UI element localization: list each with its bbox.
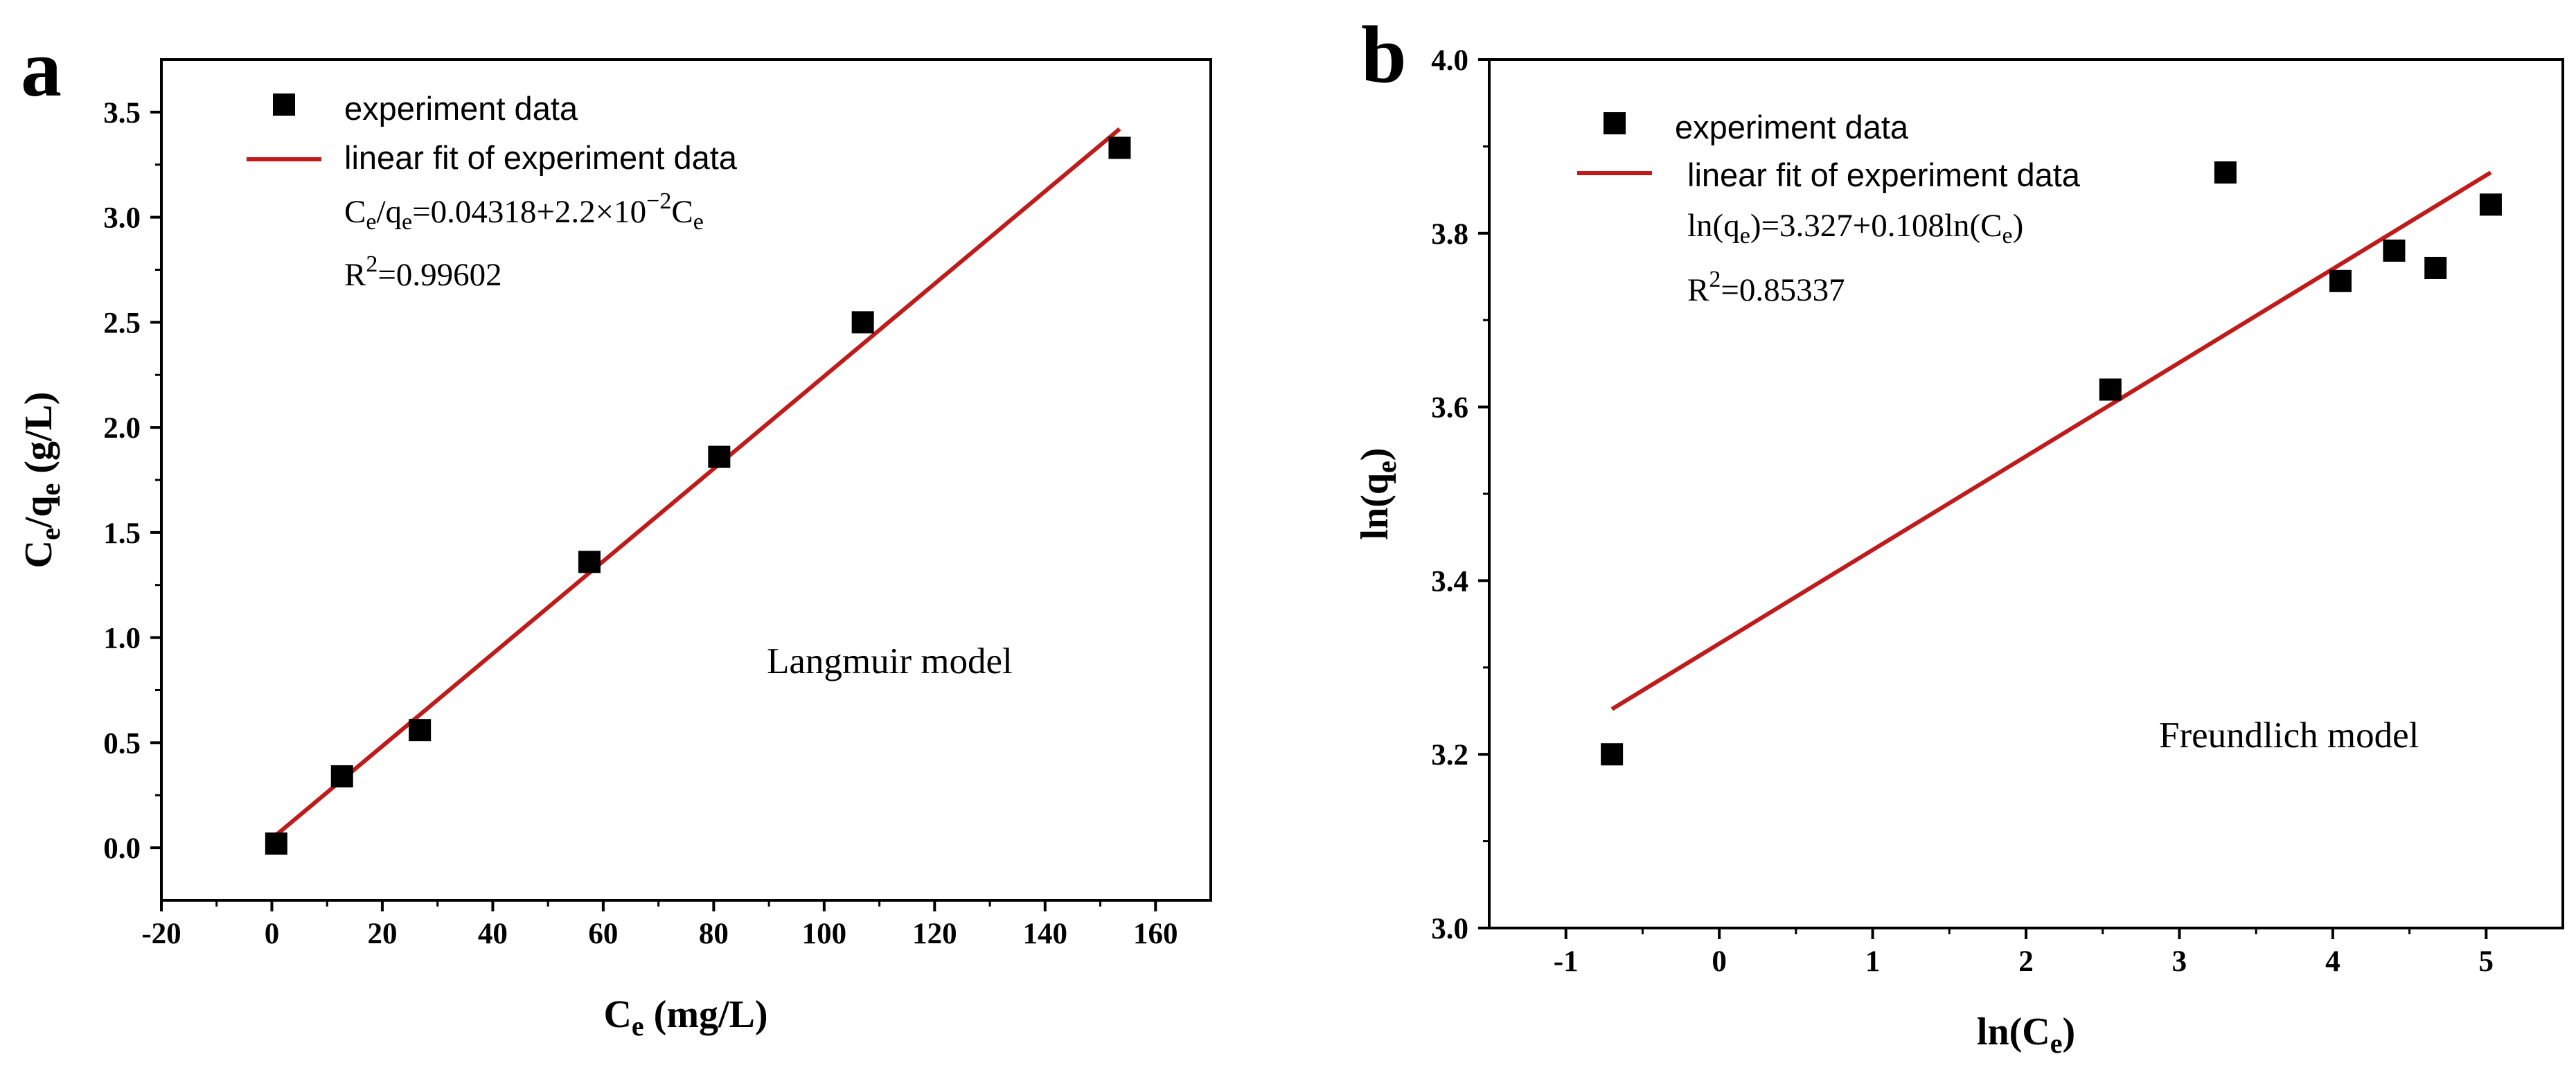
y-tick-label: 2.0 — [103, 412, 141, 445]
panel-a-y-tick-labels: 0.0 0.5 1.0 1.5 2.0 2.5 3.0 3.5 — [103, 97, 141, 865]
panel-a-model-annotation: Langmuir model — [767, 641, 1013, 681]
panel-a-ticks — [150, 110, 1157, 911]
data-point — [330, 765, 353, 787]
data-point — [2479, 193, 2502, 216]
x-tick-label: -20 — [141, 918, 181, 950]
data-point — [578, 551, 601, 573]
panel-a-legend-line-label: linear fit of experiment data — [344, 139, 738, 176]
panel-b-freundlich-chart: b -1 0 1 2 3 4 5 3.0 3.2 3.4 3.6 3.8 4.0 experiment… — [1353, 9, 2564, 1059]
y-tick-label: 3.0 — [1431, 913, 1468, 945]
y-tick-label: 3.5 — [103, 97, 141, 130]
x-tick-label: 4 — [2325, 945, 2340, 978]
x-tick-label: 140 — [1023, 918, 1068, 950]
y-tick-label: 3.8 — [1431, 218, 1468, 251]
x-tick-label: 5 — [2479, 945, 2494, 978]
x-tick-label: 0 — [1712, 945, 1727, 978]
y-tick-label: 3.4 — [1431, 565, 1468, 598]
y-tick-label: 4.0 — [1431, 44, 1468, 77]
data-point — [2214, 161, 2237, 184]
data-point — [851, 311, 874, 334]
data-point — [1601, 743, 1624, 766]
x-tick-label: -1 — [1554, 945, 1579, 978]
x-tick-label: 20 — [367, 918, 397, 950]
x-tick-label: 2 — [2018, 945, 2034, 978]
panel-b-legend-marker-square — [1604, 112, 1626, 134]
panel-b-legend-line-label: linear fit of experiment data — [1687, 157, 2081, 193]
data-point — [265, 832, 287, 855]
panel-b-fit-line — [1610, 170, 2492, 711]
data-point — [1108, 136, 1131, 159]
panel-a-langmuir-chart: a -20 0 20 40 60 80 100 120 140 160 0.0 0.5 1.0 1.5 2… — [17, 23, 1212, 1042]
y-tick-label: 1.0 — [103, 623, 141, 655]
panel-a-legend-marker-square — [273, 93, 295, 116]
panel-a-fit-equation: Ce/qe=0.04318+2.2×10−2Ce — [344, 188, 704, 235]
panel-b-y-axis-title: ln(qe) — [1353, 448, 1402, 540]
y-tick-label: 0.5 — [103, 727, 141, 760]
panel-a-y-axis-title: Ce/qe (g/L) — [17, 392, 66, 569]
y-tick-label: 2.5 — [103, 307, 141, 339]
data-point — [2329, 269, 2352, 292]
y-tick-label: 3.0 — [103, 202, 141, 235]
panel-a-fit-line — [274, 127, 1121, 837]
panel-a-x-axis-title: Ce (mg/L) — [603, 993, 767, 1042]
x-tick-label: 160 — [1133, 918, 1178, 950]
x-tick-label: 60 — [588, 918, 618, 950]
panel-a-legend: experiment data linear fit of experiment… — [247, 90, 738, 176]
data-point — [2424, 256, 2447, 279]
x-tick-label: 100 — [802, 918, 847, 950]
x-tick-label: 0 — [265, 918, 280, 950]
x-tick-label: 40 — [478, 918, 508, 950]
data-point — [409, 719, 432, 742]
x-tick-label: 80 — [699, 918, 729, 950]
y-tick-label: 0.0 — [103, 832, 141, 865]
panel-a-x-tick-labels: -20 0 20 40 60 80 100 120 140 160 — [141, 918, 1178, 950]
data-point — [708, 445, 731, 468]
data-point — [2099, 378, 2122, 401]
x-tick-label: 120 — [912, 918, 957, 950]
y-tick-label: 3.6 — [1431, 392, 1468, 425]
panel-a-legend-points-label: experiment data — [344, 90, 578, 127]
panel-b-x-axis-title: ln(Ce) — [1977, 1010, 2075, 1059]
panel-b-model-annotation: Freundlich model — [2159, 715, 2419, 756]
panel-b-r-squared: R2=0.85337 — [1687, 267, 1845, 308]
panel-b-x-tick-labels: -1 0 1 2 3 4 5 — [1554, 945, 2494, 978]
data-point — [2383, 239, 2406, 262]
panel-b-y-tick-labels: 3.0 3.2 3.4 3.6 3.8 4.0 — [1431, 44, 1468, 945]
x-tick-label: 3 — [2172, 945, 2187, 978]
panel-b-data-points — [1601, 161, 2502, 766]
y-tick-label: 1.5 — [103, 517, 141, 550]
panel-a-letter: a — [21, 23, 62, 114]
panel-b-legend-points-label: experiment data — [1675, 109, 1909, 145]
y-tick-label: 3.2 — [1431, 739, 1468, 772]
panel-a-r-squared: R2=0.99602 — [344, 251, 502, 293]
panel-a-data-points — [265, 136, 1131, 855]
panel-b-ticks — [1478, 58, 2488, 939]
panel-b-fit-equation: ln(qe)=3.327+0.108ln(Ce) — [1687, 208, 2023, 249]
panel-b-legend: experiment data linear fit of experiment… — [1577, 109, 2081, 193]
x-tick-label: 1 — [1865, 945, 1881, 978]
panel-b-letter: b — [1361, 9, 1407, 100]
